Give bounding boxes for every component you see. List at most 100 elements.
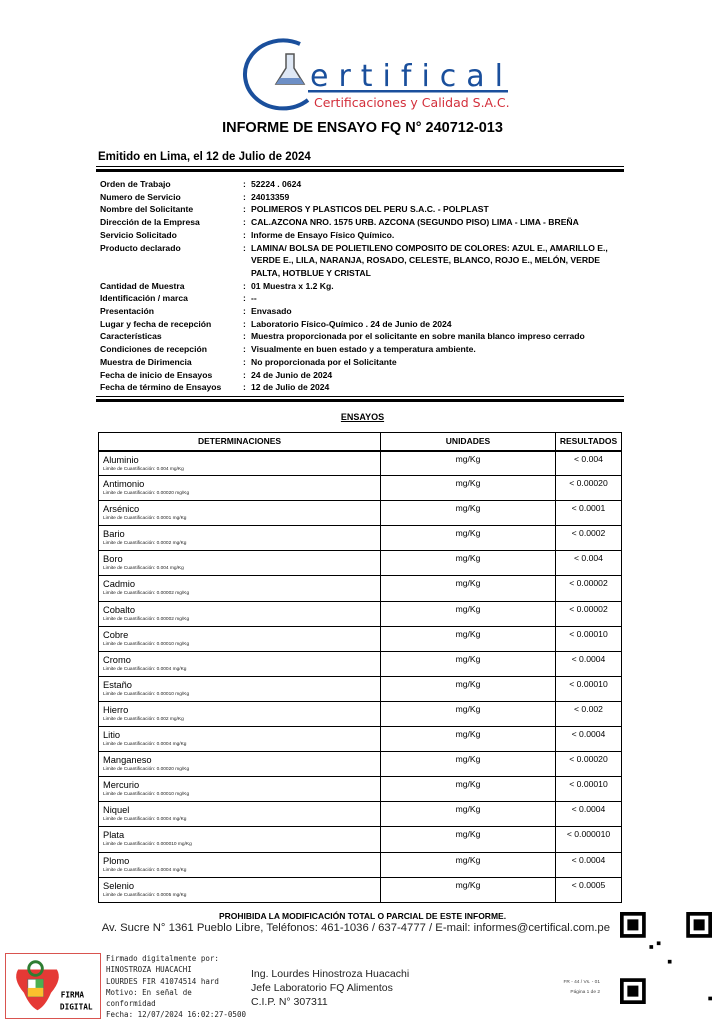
- result-cell: < 0.0004: [555, 726, 622, 753]
- unit-cell: mg/Kg: [380, 726, 556, 753]
- quantification-limit: Limite de Cuantificación: 0.00020 mg/Kg: [103, 767, 190, 773]
- info-value: Informe de Ensayo Físico Químico.: [251, 229, 395, 240]
- result-cell: < 0.00020: [555, 751, 622, 778]
- table-row: Antimonio Limite de Cuantificación: 0.000…: [98, 475, 622, 502]
- unit-cell: mg/Kg: [380, 700, 556, 728]
- quantification-limit: Limite de Cuantificación: 0.00002 mg/Kg: [103, 591, 190, 597]
- result-cell: < 0.002: [555, 700, 622, 728]
- info-label: Nombre del Solicitante: [100, 204, 194, 215]
- divider: [96, 166, 624, 172]
- determination-cell: Plomo Limite de Cuantificación: 0.0004 mg…: [98, 851, 381, 878]
- digital-signature-seal: FIRMA DIGITAL: [5, 953, 101, 1019]
- determination-cell: Manganeso Limite de Cuantificación: 0.000…: [98, 751, 381, 778]
- result-cell: < 0.0002: [555, 525, 622, 552]
- element-name: Mercurio: [103, 780, 140, 791]
- logo-subtitle: Certificaciones y Calidad S.A.C.: [314, 95, 510, 110]
- info-value: --: [251, 293, 257, 304]
- element-name: Hierro: [103, 704, 129, 715]
- result-cell: < 0.0004: [555, 851, 622, 878]
- info-row: Características: Muestra proporcionada po…: [100, 330, 621, 343]
- element-name: Plomo: [103, 855, 130, 866]
- table-row: Plata Limite de Cuantificación: 0.000010 …: [98, 826, 622, 853]
- quantification-limit: Limite de Cuantificación: 0.0004 mg/Kg: [103, 666, 187, 672]
- determination-cell: Estaño Limite de Cuantificación: 0.00010 …: [98, 675, 381, 702]
- table-row: Cobalto Limite de Cuantificación: 0.00002…: [98, 600, 622, 627]
- company-address: Av. Sucre N° 1361 Pueblo Libre, Teléfono…: [101, 922, 610, 934]
- determination-cell: Aluminio Limite de Cuantificación: 0.004 …: [98, 449, 381, 477]
- info-label: Dirección de la Empresa: [100, 217, 200, 228]
- element-name: Cromo: [103, 654, 131, 665]
- header-determinaciones: DETERMINACIONES: [98, 432, 381, 452]
- table-row: Cadmio Limite de Cuantificación: 0.00002 …: [98, 575, 622, 602]
- determination-cell: Plata Limite de Cuantificación: 0.000010 …: [98, 826, 381, 853]
- determination-cell: Hierro Limite de Cuantificación: 0.002 mg…: [98, 700, 381, 728]
- table-row: Hierro Limite de Cuantificación: 0.002 mg…: [98, 700, 622, 728]
- table-row: Boro Limite de Cuantificación: 0.004 mg/K…: [98, 550, 622, 577]
- element-name: Litio: [103, 730, 121, 741]
- determination-cell: Antimonio Limite de Cuantificación: 0.000…: [98, 475, 381, 502]
- unit-cell: mg/Kg: [380, 550, 556, 577]
- info-colon: :: [243, 293, 246, 304]
- info-label: Lugar y fecha de recepción: [100, 318, 212, 329]
- info-colon: :: [243, 204, 246, 215]
- info-value: 24013359: [251, 191, 290, 202]
- quantification-limit: Limite de Cuantificación: 0.004 mg/Kg: [103, 466, 184, 472]
- quantification-limit: Limite de Cuantificación: 0.00002 mg/Kg: [103, 616, 190, 622]
- table-row: Estaño Limite de Cuantificación: 0.00010 …: [98, 675, 622, 702]
- element-name: Aluminio: [103, 454, 139, 465]
- info-row: Fecha de inicio de Ensayos:24 de Junio d…: [100, 369, 621, 382]
- info-value: POLIMEROS Y PLASTICOS DEL PERU S.A.C. - …: [251, 204, 489, 215]
- determination-cell: Selenio Limite de Cuantificación: 0.0005 …: [98, 876, 381, 903]
- info-label: Numero de Servicio: [100, 191, 181, 202]
- unit-cell: mg/Kg: [380, 801, 556, 828]
- info-row: Fecha de término de Ensayos:12 de Julio …: [100, 381, 621, 394]
- result-cell: < 0.00002: [555, 575, 622, 602]
- result-cell: < 0.0004: [555, 650, 622, 677]
- info-row: Lugar y fecha de recepción: Laboratorio F…: [100, 318, 621, 331]
- table-row: Litio Limite de Cuantificación: 0.0004 mg…: [98, 726, 622, 753]
- info-label: Cantidad de Muestra: [100, 280, 185, 291]
- info-value: Visualmente en buen estado y a temperatu…: [251, 344, 476, 355]
- info-row: Nombre del Solicitante: POLIMEROS Y PLAST…: [100, 203, 621, 216]
- quantification-limit: Limite de Cuantificación: 0.0002 mg/Kg: [103, 541, 187, 547]
- info-label: Orden de Trabajo: [100, 179, 171, 189]
- element-name: Bario: [103, 529, 125, 540]
- unit-cell: mg/Kg: [380, 876, 556, 903]
- table-row: Niquel Limite de Cuantificación: 0.0004 m…: [98, 801, 622, 828]
- info-value: Laboratorio Físico-Químico . 24 de Junio…: [251, 318, 452, 329]
- element-name: Niquel: [103, 805, 130, 816]
- unit-cell: mg/Kg: [380, 625, 556, 652]
- info-label: Producto declarado: [100, 242, 181, 253]
- header-resultados: RESULTADOS: [555, 432, 622, 452]
- unit-cell: mg/Kg: [380, 525, 556, 552]
- ensayos-heading: ENSAYOS: [340, 412, 385, 422]
- info-row: Condiciones de recepción: Visualmente en …: [100, 343, 621, 356]
- info-label: Condiciones de recepción: [100, 344, 207, 355]
- signer-role: Jefe Laboratorio FQ Alimentos: [251, 982, 393, 994]
- result-cell: < 0.004: [555, 550, 622, 577]
- determination-cell: Litio Limite de Cuantificación: 0.0004 mg…: [98, 726, 381, 753]
- table-row: Plomo Limite de Cuantificación: 0.0004 mg…: [98, 851, 622, 878]
- result-cell: < 0.00010: [555, 776, 622, 803]
- quantification-limit: Limite de Cuantificación: 0.0004 mg/Kg: [103, 742, 187, 748]
- table-row: Mercurio Limite de Cuantificación: 0.0001…: [98, 776, 622, 803]
- result-cell: < 0.0004: [555, 801, 622, 828]
- signer-cip: C.I.P. N° 307311: [251, 996, 328, 1008]
- element-name: Cobalto: [103, 604, 136, 615]
- quantification-limit: Limite de Cuantificación: 0.000010 mg/Kg: [103, 842, 192, 848]
- determination-cell: Cromo Limite de Cuantificación: 0.0004 mg…: [98, 650, 381, 677]
- info-row: Muestra de Dirimencia: No proporcionada p…: [100, 356, 621, 369]
- table-row: Aluminio Limite de Cuantificación: 0.004 …: [98, 449, 622, 477]
- logo-wordmark: ertifical: [310, 59, 513, 94]
- info-colon: :: [243, 382, 246, 393]
- info-row: Numero de Servicio:24013359: [100, 191, 621, 204]
- info-value: 12 de Julio de 2024: [251, 382, 330, 393]
- quantification-limit: Limite de Cuantificación: 0.00010 mg/Kg: [103, 792, 190, 798]
- table-row: Cromo Limite de Cuantificación: 0.0004 mg…: [98, 650, 622, 677]
- info-colon: :: [243, 179, 246, 189]
- result-cell: < 0.000010: [555, 826, 622, 853]
- quantification-limit: Limite de Cuantificación: 0.004 mg/Kg: [103, 566, 184, 572]
- info-label: Presentación: [100, 306, 154, 317]
- determination-cell: Niquel Limite de Cuantificación: 0.0004 m…: [98, 801, 381, 828]
- info-colon: :: [243, 331, 246, 342]
